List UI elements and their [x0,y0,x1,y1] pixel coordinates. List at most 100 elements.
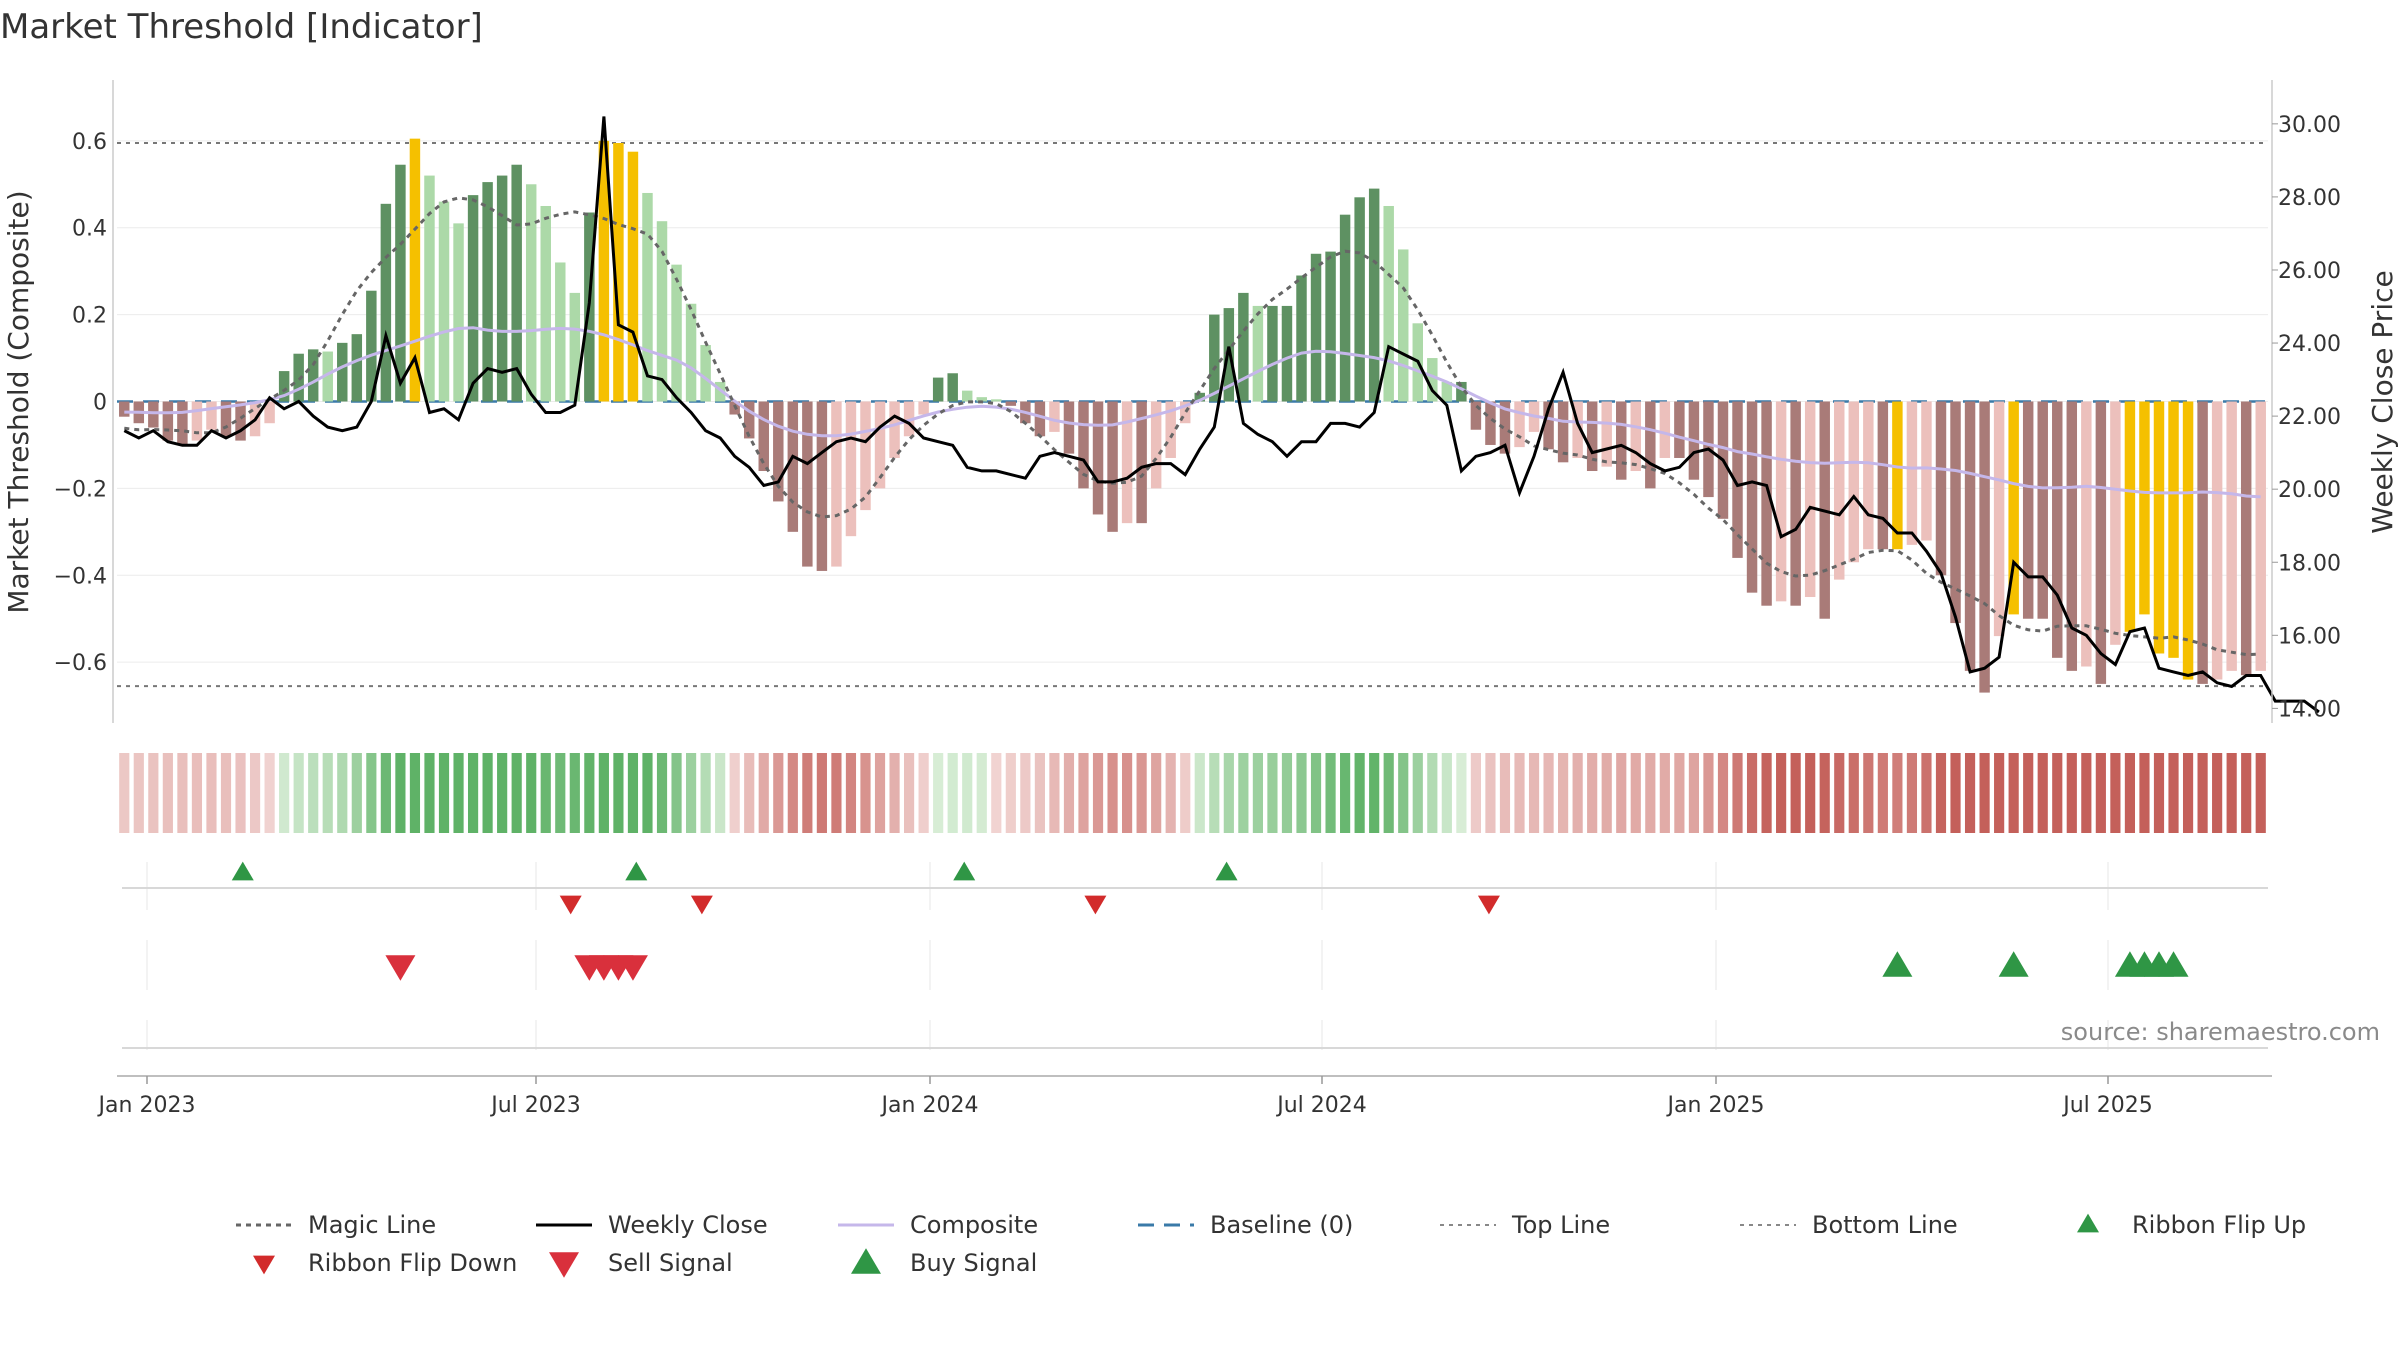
ribbon-flip-up-marker [625,861,648,881]
composite-bar [831,401,842,567]
composite-bar [2255,401,2266,671]
ribbon-cell [1601,753,1612,833]
ribbon-cell [249,753,261,833]
ribbon-cell [1325,753,1336,833]
composite-bar [1194,392,1205,402]
composite-bar [1804,401,1816,598]
ribbon-cell [2095,753,2106,833]
ribbon-cell [2066,753,2077,833]
composite-bar [409,138,421,402]
composite-bar [2037,401,2048,619]
composite-bar [642,192,653,402]
ribbon-cell [540,753,551,833]
composite-bar [1790,401,1801,606]
ribbon-flip-up-marker [953,861,976,881]
buy-signal-marker [1998,951,2029,977]
composite-bar [787,401,799,532]
ribbon-flip-panel [122,861,2268,915]
legend-label: Sell Signal [608,1249,733,1277]
legend-label: Bottom Line [1812,1211,1958,1239]
ribbon-cell [1645,753,1656,833]
composite-bar [2182,401,2194,680]
composite-bar [1514,401,1525,448]
ribbon-cell [1063,753,1075,833]
right-tick-label: 18.00 [2278,551,2341,576]
ribbon-flip-down-marker [690,895,713,915]
composite-bar [2124,401,2136,632]
ribbon-cell [976,753,987,833]
ribbon-cell [2212,753,2223,833]
composite-bar [438,201,450,402]
composite-bar [264,401,275,424]
right-tick-label: 30.00 [2278,113,2341,138]
sell-signal-marker [617,955,648,981]
composite-bar [1674,401,1685,458]
left-tick-label: 0.6 [72,130,107,155]
ribbon-cell [1122,753,1133,833]
ribbon-cell [293,753,304,833]
composite-bar [1005,401,1017,406]
ribbon-cell [642,753,653,833]
ribbon-cell [2226,753,2237,833]
ribbon-cell [656,753,668,833]
ribbon-cell [1165,753,1176,833]
composite-bar [1834,401,1845,580]
ribbon-cell [1340,753,1351,833]
ribbon-cell [671,753,682,833]
composite-bar [2022,401,2034,619]
composite-bar [220,401,232,437]
ribbon-cell [497,753,508,833]
ribbon-cell [1964,753,1976,833]
ribbon-flip-down-marker [1477,895,1500,915]
composite-bar [569,292,581,402]
ribbon-cell [2037,753,2048,833]
composite-bar [1063,401,1075,454]
composite-bar [932,377,944,402]
ribbon-cell [2052,753,2063,833]
composite-bar [1950,401,1961,624]
composite-bar [540,205,551,402]
composite-bar [1979,401,1990,693]
composite-bar [700,345,711,402]
composite-bar [947,373,958,402]
left-tick-label: −0.2 [54,477,107,502]
ribbon-cell [1703,753,1714,833]
composite-bar [1659,401,1671,458]
composite-bar [1630,401,1642,472]
composite-bar [366,290,377,402]
composite-bar [1921,401,1932,541]
ribbon-cell [1078,753,1089,833]
ribbon-cell [1412,753,1423,833]
ribbon-cell [482,753,493,833]
composite-bar [1209,314,1220,402]
ribbon-cell [1805,753,1816,833]
date-tick-label: Jan 2024 [880,1093,979,1118]
ribbon-cell [2182,753,2194,833]
composite-bar [1732,401,1743,558]
composite-bar [2008,401,2019,615]
composite-bar [1150,401,1162,489]
composite-bar [2081,401,2092,667]
composite-bar [1761,401,1772,606]
composite-bar [511,164,522,402]
composite-bar [2095,401,2107,684]
date-tick-label: Jan 2025 [1666,1093,1765,1118]
ribbon-cell [700,753,711,833]
ribbon-cell [758,753,769,833]
legend: Magic Line Weekly Close Composite Baseline … [236,1211,2306,1278]
sell-signal-marker [385,955,416,981]
ribbon-flip-down-marker [1084,895,1107,915]
ribbon-cell [2124,753,2136,833]
left-tick-label: 0 [93,391,107,416]
composite-bar [1383,205,1394,402]
right-tick-label: 24.00 [2278,332,2341,357]
chart-title: Market Threshold [Indicator] [0,7,483,47]
ribbon-cell [802,753,813,833]
ribbon-cell [845,753,857,833]
ribbon-cell [1383,753,1394,833]
ribbon-cell [1209,753,1220,833]
composite-bar [119,401,130,417]
composite-bar [889,401,900,458]
composite-bar [2197,401,2208,684]
right-tick-label: 22.00 [2278,405,2341,430]
